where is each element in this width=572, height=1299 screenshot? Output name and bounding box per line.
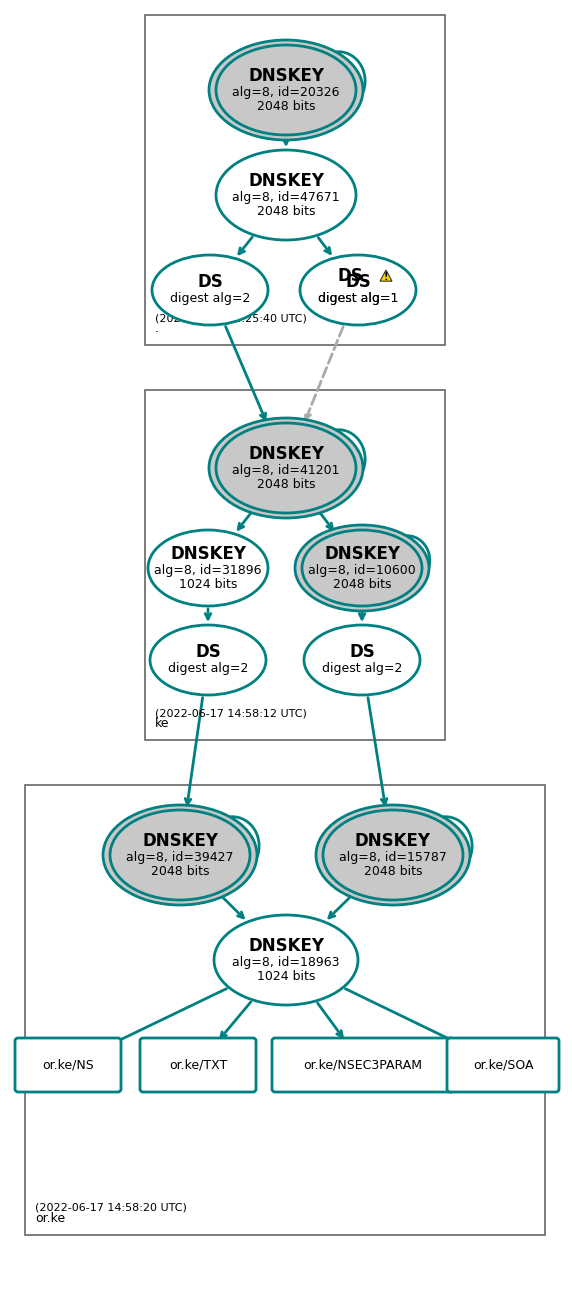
Text: 2048 bits: 2048 bits (257, 478, 315, 491)
Text: (2022-06-17 14:25:40 UTC): (2022-06-17 14:25:40 UTC) (155, 313, 307, 323)
FancyBboxPatch shape (447, 1038, 559, 1092)
Text: alg=8, id=10600: alg=8, id=10600 (308, 564, 416, 577)
Ellipse shape (214, 914, 358, 1005)
Ellipse shape (152, 255, 268, 325)
Text: alg=8, id=15787: alg=8, id=15787 (339, 851, 447, 864)
Text: 2048 bits: 2048 bits (257, 100, 315, 113)
Text: or.ke/TXT: or.ke/TXT (169, 1059, 227, 1072)
Text: or.ke/NSEC3PARAM: or.ke/NSEC3PARAM (304, 1059, 423, 1072)
Ellipse shape (148, 530, 268, 607)
Text: DNSKEY: DNSKEY (248, 171, 324, 190)
Text: alg=8, id=20326: alg=8, id=20326 (232, 86, 340, 99)
Text: alg=8, id=18963: alg=8, id=18963 (232, 956, 340, 969)
Text: digest alg=2: digest alg=2 (322, 661, 402, 674)
Polygon shape (380, 270, 392, 281)
Ellipse shape (304, 625, 420, 695)
Text: DNSKEY: DNSKEY (355, 831, 431, 850)
Text: (2022-06-17 14:58:12 UTC): (2022-06-17 14:58:12 UTC) (155, 708, 307, 718)
Ellipse shape (300, 255, 416, 325)
Text: DNSKEY: DNSKEY (248, 68, 324, 84)
Ellipse shape (209, 418, 363, 518)
Text: digest alg=1: digest alg=1 (318, 291, 398, 304)
Text: DS: DS (345, 273, 371, 291)
Ellipse shape (110, 811, 250, 900)
Text: (2022-06-17 14:58:20 UTC): (2022-06-17 14:58:20 UTC) (35, 1203, 187, 1213)
Text: 2048 bits: 2048 bits (151, 865, 209, 878)
Text: DS: DS (337, 268, 363, 284)
Text: DNSKEY: DNSKEY (170, 546, 246, 562)
Text: digest alg=2: digest alg=2 (170, 291, 250, 304)
Text: or.ke/SOA: or.ke/SOA (472, 1059, 533, 1072)
Bar (145, 390, 445, 740)
Text: alg=8, id=31896: alg=8, id=31896 (154, 564, 262, 577)
Text: digest alg=1: digest alg=1 (318, 291, 398, 304)
Ellipse shape (216, 45, 356, 135)
Text: DS: DS (195, 643, 221, 661)
Ellipse shape (103, 805, 257, 905)
Text: or.ke: or.ke (35, 1212, 65, 1225)
Ellipse shape (216, 423, 356, 513)
Text: DNSKEY: DNSKEY (248, 937, 324, 955)
Text: 2048 bits: 2048 bits (257, 204, 315, 217)
Ellipse shape (323, 811, 463, 900)
Text: ke: ke (155, 717, 169, 730)
Text: 1024 bits: 1024 bits (179, 578, 237, 591)
Text: or.ke/NS: or.ke/NS (42, 1059, 94, 1072)
Bar (25, 785, 545, 1235)
Text: alg=8, id=41201: alg=8, id=41201 (232, 464, 340, 477)
Ellipse shape (150, 625, 266, 695)
Ellipse shape (302, 530, 422, 607)
Text: digest alg=2: digest alg=2 (168, 661, 248, 674)
FancyBboxPatch shape (15, 1038, 121, 1092)
FancyBboxPatch shape (272, 1038, 454, 1092)
Ellipse shape (316, 805, 470, 905)
FancyBboxPatch shape (140, 1038, 256, 1092)
Ellipse shape (209, 40, 363, 140)
Text: DS: DS (197, 273, 223, 291)
Text: .: . (155, 322, 159, 335)
Text: 2048 bits: 2048 bits (333, 578, 391, 591)
Ellipse shape (216, 149, 356, 240)
Bar (145, 16, 445, 346)
Text: alg=8, id=47671: alg=8, id=47671 (232, 191, 340, 204)
Text: 2048 bits: 2048 bits (364, 865, 422, 878)
Text: DNSKEY: DNSKEY (248, 446, 324, 462)
Text: DNSKEY: DNSKEY (142, 831, 218, 850)
Text: 1024 bits: 1024 bits (257, 969, 315, 982)
Text: DNSKEY: DNSKEY (324, 546, 400, 562)
Ellipse shape (295, 525, 429, 611)
Text: !: ! (384, 271, 388, 282)
Text: alg=8, id=39427: alg=8, id=39427 (126, 851, 234, 864)
Text: DS: DS (349, 643, 375, 661)
